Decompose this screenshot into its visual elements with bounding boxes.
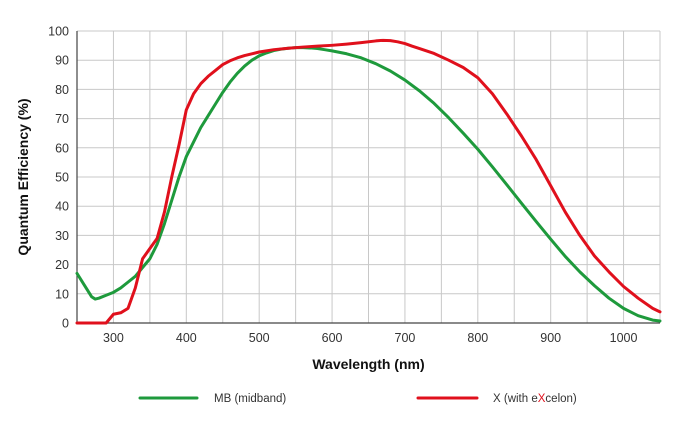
- y-tick-label: 20: [55, 258, 69, 272]
- legend-label-mb-midband: MB (midband): [214, 393, 286, 405]
- series-line-x-excelon: [75, 38, 662, 325]
- x-tick-label: 300: [103, 331, 124, 345]
- legend: MB (midband) X (with eXcelon): [138, 393, 577, 405]
- x-tick-label: 800: [467, 331, 488, 345]
- y-tick-label: 30: [55, 229, 69, 243]
- y-tick-label: 100: [48, 25, 69, 39]
- series-lines: [75, 38, 662, 325]
- y-tick-label: 70: [55, 112, 69, 126]
- x-axis-title: Wavelength (nm): [312, 356, 424, 372]
- x-tick-label: 900: [540, 331, 561, 345]
- y-tick-label: 0: [62, 317, 69, 331]
- legend-label-x-excelon: X (with eXcelon): [493, 393, 577, 405]
- y-tick-label: 40: [55, 200, 69, 214]
- y-tick-label: 10: [55, 287, 69, 301]
- grid: [76, 30, 661, 324]
- x-tick-label: 700: [395, 331, 416, 345]
- x-tick-label: 600: [322, 331, 343, 345]
- x-tick-label: 400: [176, 331, 197, 345]
- y-tick-label: 50: [55, 171, 69, 185]
- y-tick-label: 90: [55, 54, 69, 68]
- y-tick-label: 60: [55, 141, 69, 155]
- tick-labels: 0 10 20 30 40 50 60 70 80 90 100 300 400 500 600 700 800…: [48, 25, 637, 346]
- y-axis-title: Quantum Efficiency (%): [15, 98, 31, 255]
- y-tick-label: 80: [55, 83, 69, 97]
- x-tick-label: 500: [249, 331, 270, 345]
- x-tick-label: 1000: [610, 331, 638, 345]
